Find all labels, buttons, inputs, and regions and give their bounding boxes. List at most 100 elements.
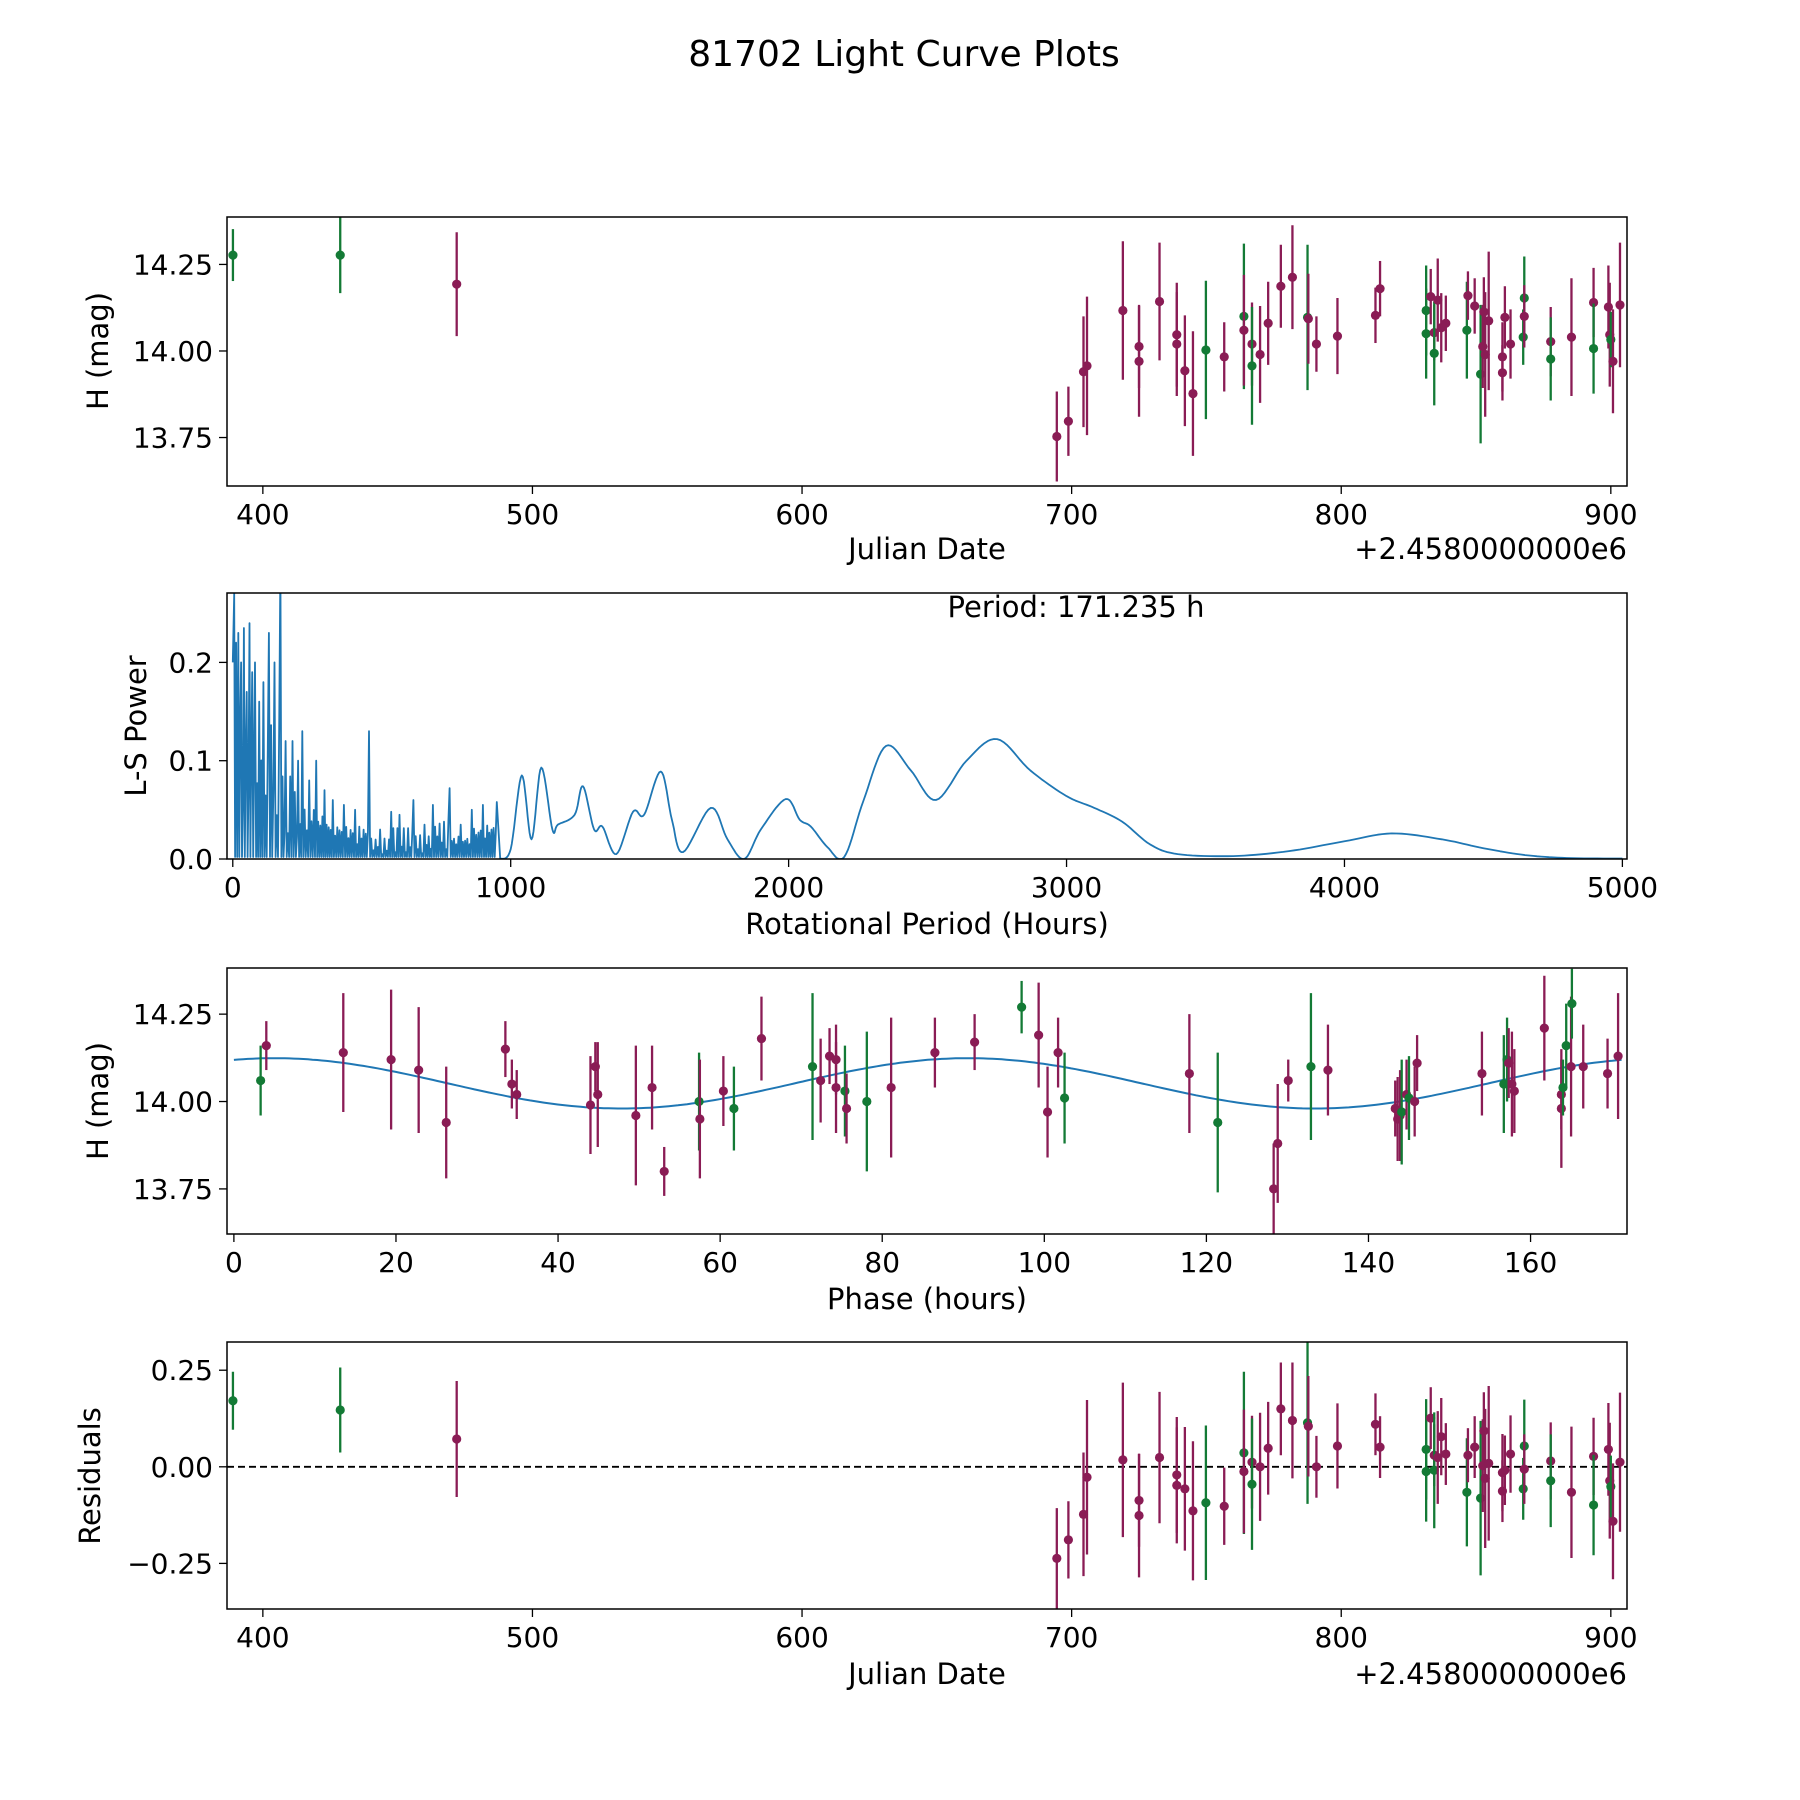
data-point bbox=[228, 1396, 238, 1406]
panel4-xlabel: Julian Date bbox=[846, 1657, 1006, 1691]
panel2-xlabel: Rotational Period (Hours) bbox=[745, 907, 1109, 941]
data-point bbox=[756, 1034, 767, 1044]
data-point bbox=[841, 1103, 852, 1114]
data-point bbox=[593, 1089, 603, 1100]
x-tick-label: 2000 bbox=[753, 871, 824, 904]
data-point bbox=[1505, 339, 1516, 349]
data-point bbox=[1429, 348, 1439, 359]
panel1-x-offset: +2.4580000000e6 bbox=[1354, 532, 1627, 566]
data-point bbox=[1239, 1466, 1249, 1477]
sinusoid-fit-curve bbox=[233, 1057, 1622, 1110]
data-point bbox=[1566, 1487, 1577, 1497]
residuals-axes-frame bbox=[226, 1341, 1628, 1610]
y-tick-label: 14.25 bbox=[133, 998, 213, 1031]
data-point bbox=[1118, 1455, 1128, 1465]
x-tick-label: 700 bbox=[1045, 498, 1098, 531]
data-point bbox=[1429, 1465, 1439, 1475]
data-point bbox=[1034, 1030, 1044, 1040]
data-point bbox=[1213, 1117, 1223, 1128]
data-point bbox=[1180, 366, 1190, 376]
x-tick-label: 120 bbox=[1180, 1246, 1233, 1279]
data-point bbox=[1287, 272, 1298, 282]
x-tick-label: 3000 bbox=[1031, 871, 1102, 904]
data-point bbox=[1410, 1096, 1420, 1107]
data-point bbox=[1042, 1107, 1053, 1117]
data-point bbox=[1588, 1500, 1599, 1510]
data-point bbox=[1470, 1442, 1480, 1452]
data-point bbox=[1323, 1065, 1333, 1075]
y-tick-label: 13.75 bbox=[133, 1173, 213, 1206]
data-point bbox=[1608, 1516, 1618, 1526]
data-point bbox=[1561, 1040, 1571, 1051]
data-point bbox=[695, 1114, 705, 1124]
data-point bbox=[1263, 1443, 1273, 1453]
data-point bbox=[1184, 1068, 1194, 1079]
data-point bbox=[1306, 1061, 1316, 1072]
data-point bbox=[1172, 1480, 1182, 1490]
data-point bbox=[1519, 311, 1529, 321]
x-tick-label: 600 bbox=[775, 1621, 828, 1654]
data-point bbox=[441, 1117, 451, 1128]
data-point bbox=[1462, 325, 1472, 335]
data-point bbox=[1311, 1462, 1322, 1472]
x-tick-label: 4000 bbox=[1309, 871, 1380, 904]
data-point bbox=[1082, 361, 1092, 371]
data-point bbox=[1154, 1452, 1165, 1463]
data-point bbox=[1287, 1415, 1298, 1426]
data-point bbox=[1603, 302, 1613, 312]
data-point bbox=[1567, 999, 1577, 1009]
data-point bbox=[1436, 1432, 1446, 1442]
x-tick-label: 500 bbox=[506, 1621, 559, 1654]
x-tick-label: 140 bbox=[1342, 1246, 1395, 1279]
y-tick-label: 0.2 bbox=[168, 646, 213, 679]
data-point bbox=[1263, 318, 1273, 328]
data-point bbox=[1479, 307, 1489, 317]
data-point bbox=[1052, 431, 1062, 442]
period-annotation: Period: 171.235 h bbox=[948, 590, 1205, 624]
data-point bbox=[1497, 352, 1508, 362]
panel4-ylabel: Residuals bbox=[73, 1407, 107, 1545]
x-tick-label: 0 bbox=[224, 871, 242, 904]
x-tick-label: 800 bbox=[1315, 1621, 1368, 1654]
data-point bbox=[1397, 1107, 1407, 1117]
data-point bbox=[1219, 352, 1229, 362]
data-point bbox=[1602, 1068, 1613, 1079]
data-point bbox=[1421, 1466, 1431, 1477]
data-point bbox=[659, 1166, 669, 1177]
periodogram-plot-area bbox=[231, 593, 1623, 859]
data-point bbox=[1247, 361, 1257, 371]
data-point bbox=[1082, 1472, 1092, 1482]
data-point bbox=[1063, 1535, 1074, 1545]
data-point bbox=[1421, 329, 1431, 339]
x-tick-label: 60 bbox=[702, 1246, 738, 1279]
data-point bbox=[1370, 310, 1381, 320]
y-tick-label: 14.25 bbox=[133, 248, 213, 281]
data-point bbox=[1441, 1449, 1451, 1459]
data-point bbox=[1500, 1465, 1510, 1475]
data-point bbox=[1219, 1501, 1229, 1511]
data-point bbox=[1441, 318, 1451, 328]
data-point bbox=[1556, 1103, 1566, 1114]
data-point bbox=[1188, 1506, 1198, 1516]
y-tick-label: 14.00 bbox=[133, 1086, 213, 1119]
data-point bbox=[1603, 1444, 1613, 1455]
data-point bbox=[1134, 356, 1144, 366]
periodogram-axes-frame bbox=[226, 592, 1628, 860]
data-point bbox=[1375, 1442, 1385, 1452]
data-point bbox=[261, 1040, 271, 1051]
data-point bbox=[1375, 284, 1385, 294]
data-point bbox=[335, 1405, 345, 1415]
panel1-ylabel: H (mag) bbox=[81, 292, 115, 410]
data-point bbox=[1588, 297, 1599, 308]
x-tick-label: 600 bbox=[775, 498, 828, 531]
data-point bbox=[1608, 356, 1618, 366]
x-tick-label: 400 bbox=[236, 498, 289, 531]
data-point bbox=[386, 1054, 396, 1065]
data-point bbox=[862, 1096, 872, 1107]
data-point bbox=[1566, 1061, 1576, 1072]
y-tick-label: 14.00 bbox=[133, 335, 213, 368]
data-point bbox=[807, 1061, 818, 1072]
data-point bbox=[1247, 1479, 1257, 1489]
data-point bbox=[452, 1434, 462, 1444]
